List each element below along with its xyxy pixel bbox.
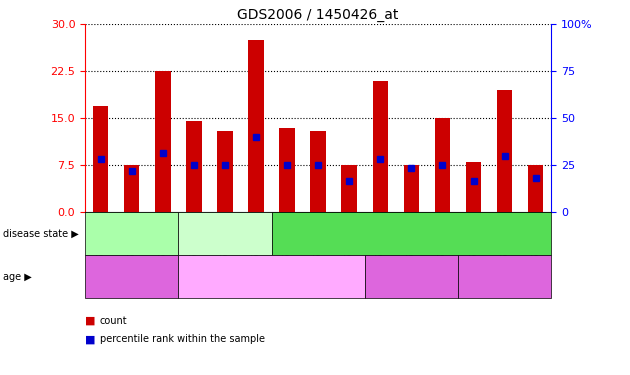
- Bar: [186, 121, 202, 212]
- Text: percentile rank within the sample: percentile rank within the sample: [100, 334, 265, 344]
- Text: disease state ▶: disease state ▶: [3, 228, 79, 238]
- Text: age ▶: age ▶: [3, 272, 32, 282]
- Text: count: count: [100, 316, 127, 326]
- Text: normal: normal: [116, 229, 147, 238]
- Bar: [248, 40, 264, 212]
- Bar: [466, 162, 481, 212]
- Bar: [217, 130, 232, 212]
- Bar: [124, 165, 139, 212]
- Bar: [435, 118, 450, 212]
- Text: non-tumor, adjacent to
tumor: non-tumor, adjacent to tumor: [173, 224, 277, 243]
- Bar: [155, 71, 171, 212]
- Bar: [311, 130, 326, 212]
- Text: 22 m: 22 m: [257, 272, 286, 282]
- Bar: [341, 165, 357, 212]
- Text: ■: ■: [85, 334, 96, 344]
- Bar: [279, 128, 295, 212]
- Bar: [404, 165, 419, 212]
- Text: ■: ■: [85, 316, 96, 326]
- Text: tumor: tumor: [398, 229, 425, 238]
- Text: 24 m: 24 m: [397, 272, 426, 282]
- Bar: [372, 81, 388, 212]
- Title: GDS2006 / 1450426_at: GDS2006 / 1450426_at: [238, 8, 399, 22]
- Bar: [93, 106, 108, 212]
- Bar: [497, 90, 512, 212]
- Bar: [528, 165, 544, 212]
- Text: 27 m: 27 m: [490, 272, 519, 282]
- Text: 24 m: 24 m: [117, 272, 146, 282]
